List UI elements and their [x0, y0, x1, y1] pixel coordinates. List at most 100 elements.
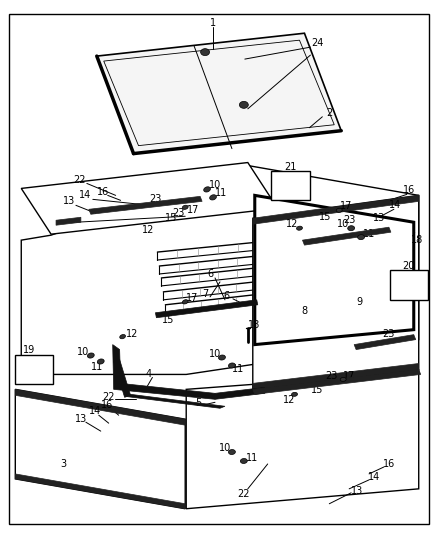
Text: 22: 22 [74, 175, 86, 185]
Text: 15: 15 [162, 314, 174, 325]
Polygon shape [21, 166, 419, 375]
Text: 11: 11 [91, 362, 103, 373]
Polygon shape [89, 196, 202, 214]
Text: 23: 23 [325, 372, 337, 382]
Ellipse shape [348, 225, 355, 231]
Text: 10: 10 [209, 349, 221, 359]
Ellipse shape [398, 282, 408, 288]
Text: 23: 23 [343, 215, 355, 225]
Text: 18: 18 [410, 235, 423, 245]
Ellipse shape [229, 449, 235, 455]
Text: 4: 4 [145, 369, 152, 379]
Ellipse shape [240, 101, 248, 108]
Ellipse shape [182, 300, 188, 304]
Text: 23: 23 [149, 195, 162, 204]
Polygon shape [56, 217, 81, 225]
Ellipse shape [411, 280, 420, 286]
Text: 17: 17 [343, 372, 355, 382]
Ellipse shape [336, 208, 342, 212]
Text: 2: 2 [326, 108, 332, 118]
Polygon shape [15, 474, 185, 508]
Ellipse shape [97, 359, 104, 364]
Text: 11: 11 [232, 365, 244, 375]
Text: 22: 22 [102, 392, 115, 402]
Polygon shape [97, 33, 341, 154]
Polygon shape [253, 196, 419, 389]
Ellipse shape [297, 226, 303, 230]
Ellipse shape [204, 187, 210, 192]
Text: 19: 19 [23, 344, 35, 354]
Text: 12: 12 [286, 219, 299, 229]
Polygon shape [253, 196, 419, 224]
Text: 15: 15 [319, 212, 332, 222]
Ellipse shape [280, 182, 290, 189]
Bar [15, 354, 53, 384]
Ellipse shape [120, 335, 126, 339]
Ellipse shape [240, 458, 247, 464]
Ellipse shape [182, 205, 188, 209]
Polygon shape [303, 227, 391, 245]
Text: 16: 16 [101, 400, 113, 410]
Text: 12: 12 [127, 329, 139, 338]
Ellipse shape [219, 355, 226, 360]
Polygon shape [255, 196, 414, 345]
Text: 24: 24 [311, 38, 324, 48]
Bar [390, 270, 427, 300]
Text: 10: 10 [77, 346, 89, 357]
Ellipse shape [210, 195, 216, 200]
Text: 23: 23 [172, 208, 184, 219]
Text: 3: 3 [60, 459, 66, 469]
Text: 10: 10 [337, 219, 350, 229]
Text: 7: 7 [202, 289, 208, 299]
Text: 13: 13 [351, 486, 363, 496]
Text: 13: 13 [63, 196, 75, 206]
Ellipse shape [88, 353, 94, 358]
Text: 10: 10 [209, 181, 221, 190]
Text: 12: 12 [142, 225, 155, 235]
Polygon shape [15, 389, 185, 508]
Polygon shape [215, 387, 265, 399]
Polygon shape [253, 369, 421, 394]
Text: 14: 14 [79, 190, 91, 200]
Text: 17: 17 [186, 293, 198, 303]
Ellipse shape [28, 365, 41, 374]
Text: 13: 13 [75, 414, 87, 424]
Text: 14: 14 [368, 472, 380, 482]
Text: 14: 14 [389, 200, 401, 211]
Text: 17: 17 [340, 201, 353, 211]
Text: 16: 16 [403, 185, 415, 196]
Text: 9: 9 [356, 297, 362, 307]
Ellipse shape [357, 235, 364, 240]
Text: 19: 19 [25, 376, 37, 386]
Text: 18: 18 [247, 320, 260, 330]
Text: 5: 5 [195, 398, 201, 408]
Text: 12: 12 [283, 395, 296, 405]
Text: 20: 20 [403, 261, 415, 271]
Text: 16: 16 [97, 188, 109, 197]
Text: 10: 10 [219, 443, 231, 453]
Text: 15: 15 [311, 385, 324, 395]
Text: 22: 22 [237, 489, 250, 499]
Polygon shape [21, 163, 278, 234]
Text: 16: 16 [383, 459, 395, 469]
Ellipse shape [295, 180, 304, 187]
Text: 17: 17 [187, 205, 199, 215]
Text: 6: 6 [223, 291, 229, 301]
Text: 23: 23 [383, 329, 395, 338]
Ellipse shape [292, 392, 297, 397]
Polygon shape [354, 335, 416, 350]
Polygon shape [186, 369, 419, 508]
Polygon shape [113, 345, 215, 399]
Polygon shape [253, 364, 419, 389]
Text: 21: 21 [284, 161, 297, 172]
Text: 11: 11 [215, 188, 227, 198]
Text: 13: 13 [373, 213, 385, 223]
Text: 15: 15 [165, 213, 177, 223]
Polygon shape [155, 300, 258, 318]
Polygon shape [15, 389, 185, 425]
Polygon shape [114, 360, 131, 397]
Ellipse shape [201, 49, 209, 55]
Ellipse shape [340, 377, 346, 382]
Text: 11: 11 [246, 453, 258, 463]
Text: 6: 6 [207, 269, 213, 279]
